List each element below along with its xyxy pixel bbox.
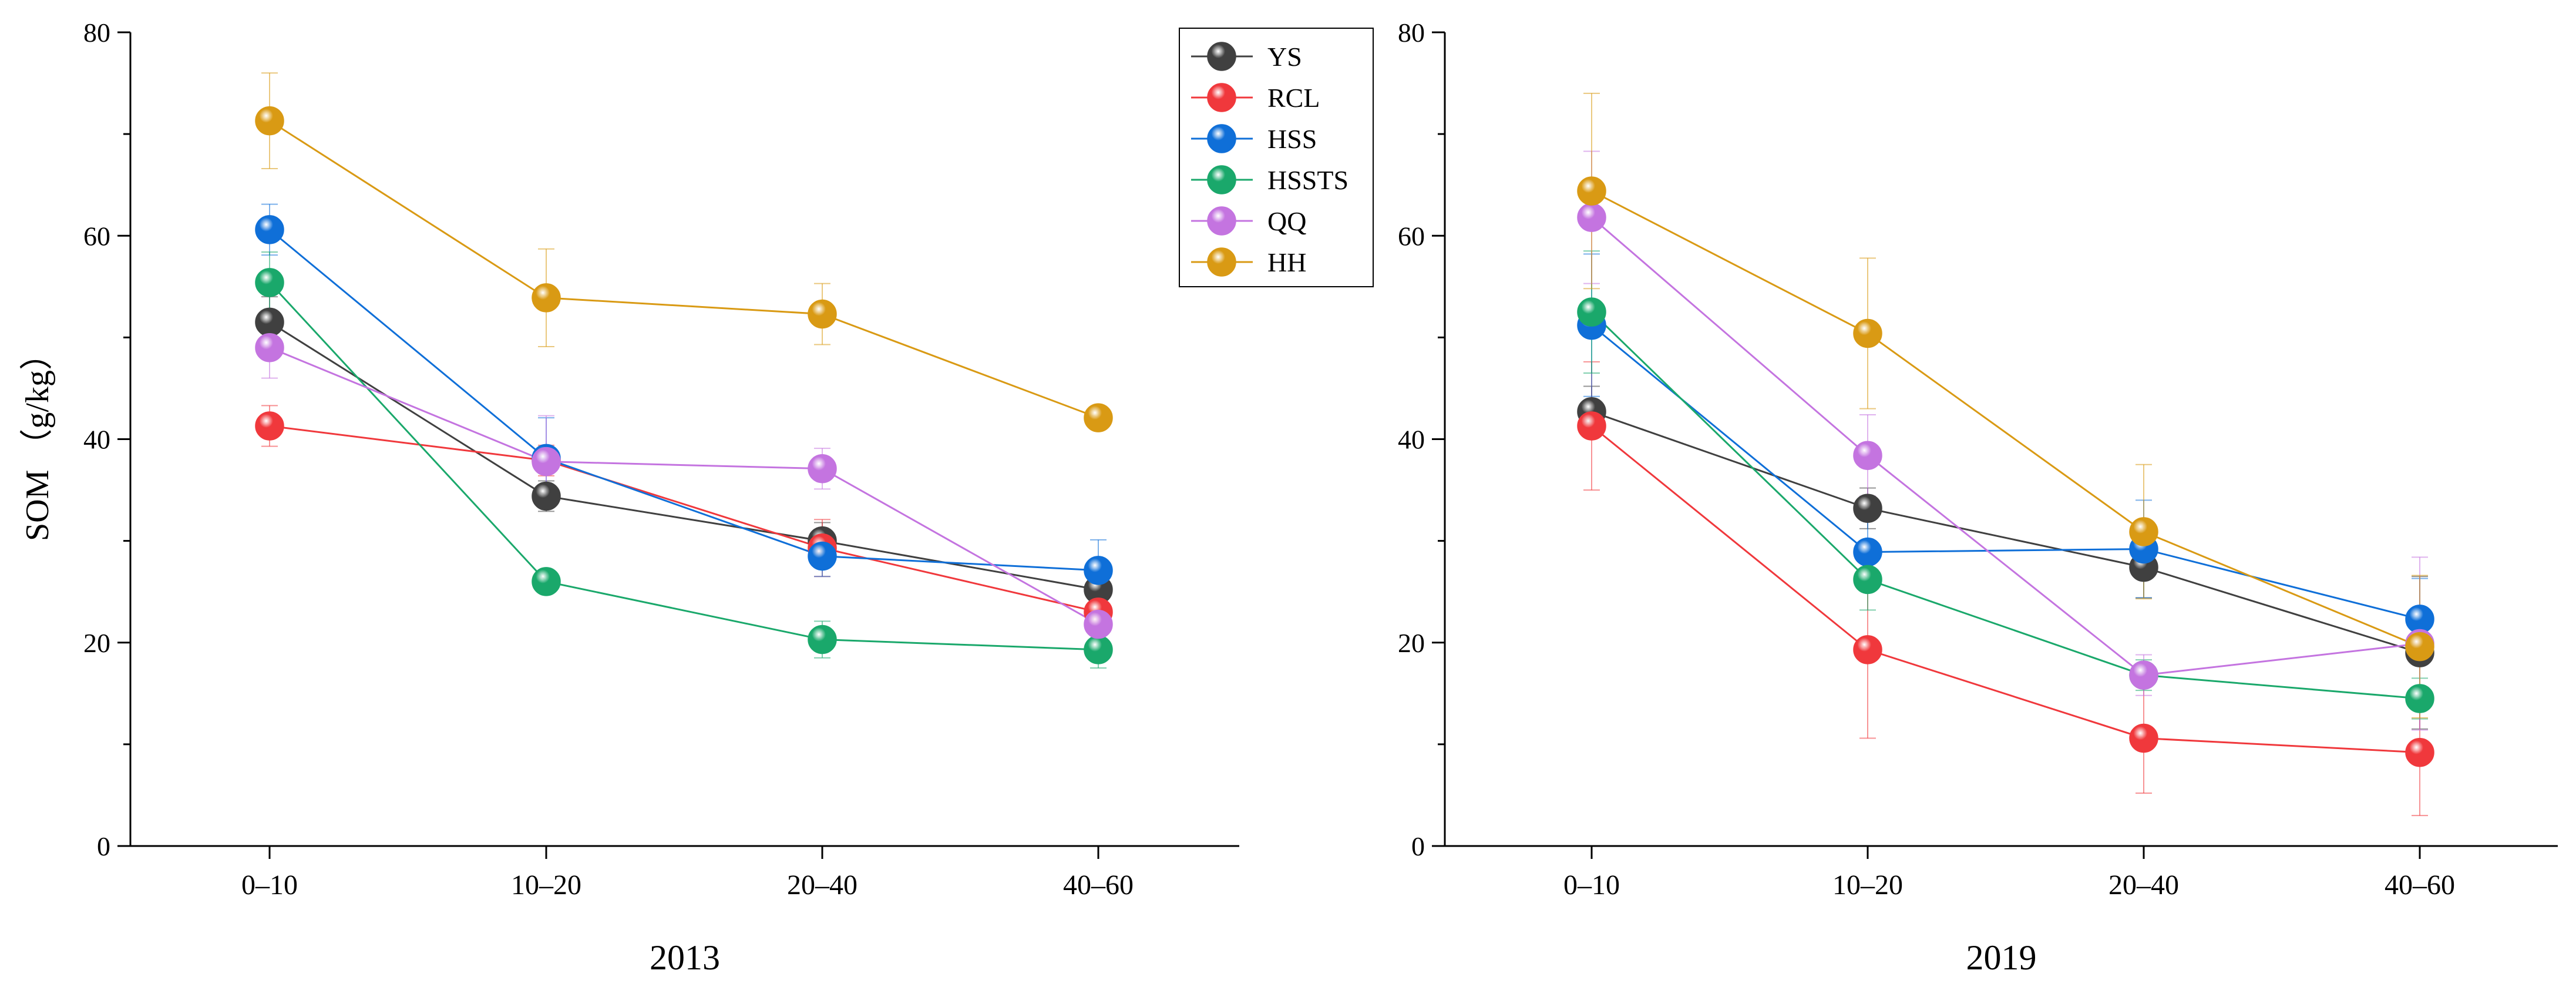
legend-marker (1207, 83, 1236, 112)
legend-marker (1207, 165, 1236, 194)
series-line-hss (269, 229, 1099, 572)
y-tick-label: 80 (1398, 18, 1425, 48)
data-point-qq (1084, 609, 1113, 639)
series-line-rcl (269, 425, 1099, 613)
data-point-hh (808, 299, 837, 329)
x-axis-title: 2019 (1966, 938, 2037, 977)
data-point-ys (1853, 494, 1882, 523)
data-point-hss (1853, 537, 1882, 567)
data-point-ys (532, 481, 561, 511)
data-point-rcl (1853, 635, 1882, 664)
data-point-hh (1853, 318, 1882, 348)
data-point-hssts (1577, 297, 1606, 327)
data-point-hh (1577, 176, 1606, 206)
data-point-qq (1853, 441, 1882, 470)
x-tick-label: 40–60 (2385, 870, 2455, 901)
series-line-ys (269, 321, 1099, 591)
legend-label: YS (1267, 42, 1302, 72)
legend: YS RCL HSS HSSTS QQ HH (1179, 28, 1374, 287)
series-line-hss (1591, 324, 2420, 620)
x-tick-label: 10–20 (511, 870, 581, 901)
data-point-hssts (532, 567, 561, 596)
y-tick-label: 60 (83, 221, 110, 251)
legend-label: HSS (1267, 124, 1317, 154)
data-point-hssts (1853, 565, 1882, 595)
series-line-qq (1591, 216, 2420, 676)
y-tick-label: 60 (1398, 221, 1425, 251)
x-tick-label: 20–40 (2108, 870, 2179, 901)
series-line-ys (1591, 411, 2420, 654)
data-point-qq (2129, 660, 2158, 690)
data-point-ys (255, 307, 284, 337)
data-point-rcl (255, 411, 284, 441)
y-tick-label: 40 (83, 425, 110, 455)
x-tick-label: 10–20 (1832, 870, 1903, 901)
data-point-hss (255, 215, 284, 244)
data-point-hssts (2405, 684, 2434, 713)
data-point-hssts (1084, 635, 1113, 664)
data-point-rcl (1577, 411, 1606, 441)
data-point-hh (532, 283, 561, 313)
series-line-rcl (1591, 425, 2420, 754)
series-line-hssts (268, 281, 1099, 651)
y-tick-label: 0 (97, 831, 110, 861)
legend-label: QQ (1267, 206, 1306, 236)
x-tick-label: 20–40 (787, 870, 857, 901)
series-line-hssts (1590, 311, 2420, 700)
data-point-hh (255, 106, 284, 136)
y-axis-title: SOM （g/kg） (19, 337, 56, 541)
x-tick-label: 0–10 (241, 870, 298, 901)
x-tick-label: 0–10 (1563, 870, 1620, 901)
data-point-rcl (2129, 723, 2158, 753)
legend-marker (1207, 42, 1236, 71)
panel-2019: 0 20 40 60 80 0–10 10–20 20–40 40–60 2019 (1398, 18, 2558, 977)
data-point-hh (2405, 632, 2434, 662)
y-tick-label: 80 (83, 18, 110, 48)
legend-label: RCL (1267, 83, 1320, 113)
y-tick-label: 40 (1398, 425, 1425, 455)
data-point-hss (808, 541, 837, 571)
data-point-qq (808, 454, 837, 484)
legend-label: HSSTS (1267, 165, 1348, 195)
data-point-hh (1084, 403, 1113, 432)
data-point-qq (255, 333, 284, 362)
legend-box (1179, 28, 1374, 287)
data-point-rcl (2405, 737, 2434, 767)
panel-2013: 0 20 40 60 80 0–10 10–20 20–40 40–60 2013 SOM （g/k… (19, 18, 1239, 977)
x-tick-label: 40–60 (1063, 870, 1134, 901)
data-point-hssts (808, 625, 837, 654)
y-tick-label: 20 (1398, 628, 1425, 658)
series-line-hh (1591, 190, 2420, 648)
legend-marker (1207, 124, 1236, 153)
data-point-qq (532, 446, 561, 476)
y-tick-label: 0 (1411, 831, 1425, 861)
y-tick-label: 20 (83, 628, 110, 658)
data-point-hssts (255, 268, 284, 297)
series-line-qq (269, 347, 1099, 625)
data-point-qq (1577, 203, 1606, 232)
legend-marker (1207, 206, 1236, 236)
data-point-hss (1084, 556, 1113, 585)
series-line-hh (269, 120, 1099, 419)
data-point-hh (2129, 517, 2158, 546)
legend-label: HH (1267, 247, 1306, 277)
legend-marker (1207, 247, 1236, 277)
x-axis-title: 2013 (650, 938, 720, 977)
